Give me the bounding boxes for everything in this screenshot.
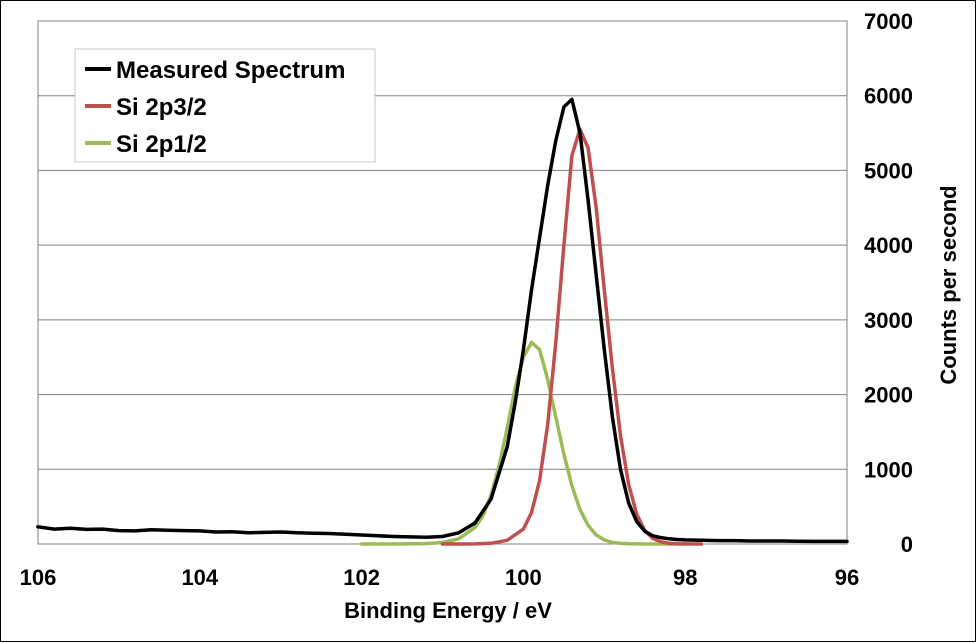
- y-tick-labels: 0 1000 2000 3000 4000 5000 6000 7000: [864, 9, 913, 557]
- series-line-2: [359, 340, 687, 546]
- y-tick-label: 6000: [864, 84, 913, 109]
- legend-box: [74, 48, 376, 163]
- series-lines: [36, 97, 849, 546]
- y-axis-title: Counts per second: [936, 185, 961, 384]
- legend: Measured Spectrum Si 2p3/2 Si 2p1/2: [74, 48, 376, 163]
- y-tick-label: 5000: [864, 158, 913, 183]
- legend-label-0: Measured Spectrum: [116, 57, 345, 84]
- y-tick-label: 1000: [864, 457, 913, 482]
- y-tick-label: 7000: [864, 9, 913, 34]
- x-tick-label: 100: [505, 565, 542, 590]
- x-tick-label: 98: [673, 565, 697, 590]
- series-line-1: [440, 127, 704, 546]
- y-tick-label: 4000: [864, 233, 913, 258]
- legend-label-1: Si 2p3/2: [116, 94, 207, 121]
- x-tick-label: 102: [343, 565, 380, 590]
- y-tick-label: 3000: [864, 308, 913, 333]
- x-tick-labels: 106 104 102 100 98 96: [20, 565, 860, 590]
- x-tick-label: 96: [835, 565, 859, 590]
- y-tick-label: 2000: [864, 383, 913, 408]
- x-tick-label: 106: [20, 565, 57, 590]
- x-tick-label: 104: [181, 565, 218, 590]
- series-line-0: [36, 97, 849, 544]
- y-tick-label: 0: [901, 532, 913, 557]
- legend-label-2: Si 2p1/2: [116, 131, 207, 158]
- x-axis-title: Binding Energy / eV: [344, 598, 552, 623]
